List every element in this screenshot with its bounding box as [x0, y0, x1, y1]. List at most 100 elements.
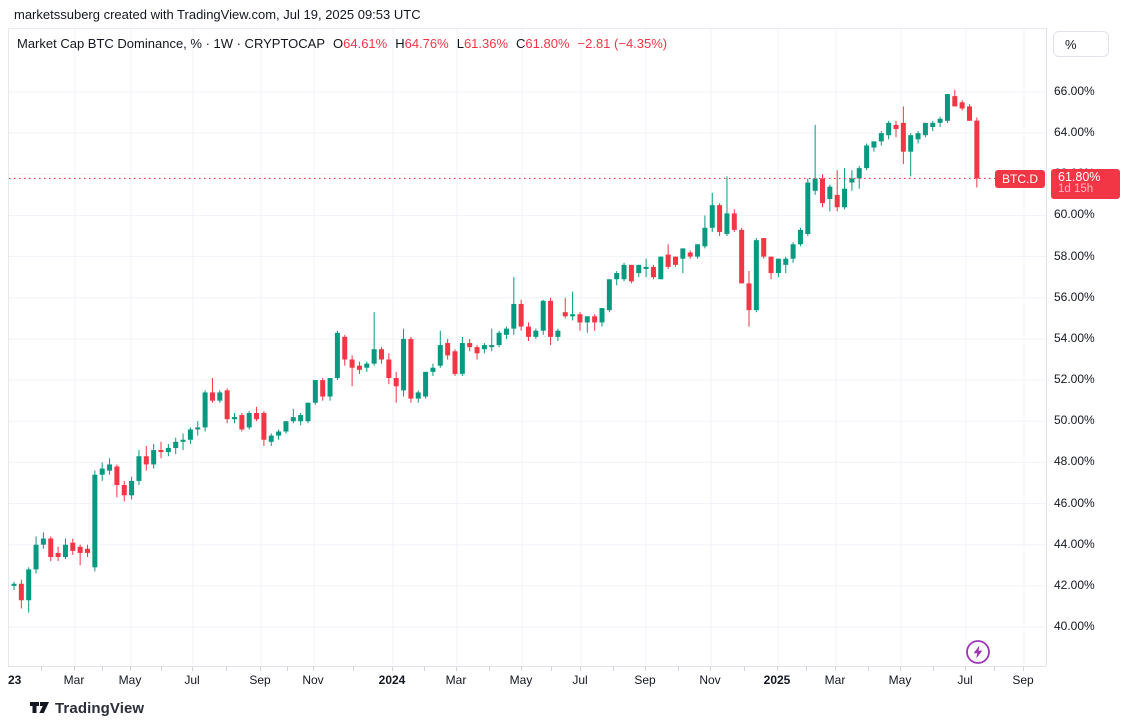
time-axis-label: Sep — [634, 673, 656, 687]
close-label: C — [516, 36, 526, 51]
candle-body — [202, 392, 208, 428]
time-axis-label: Mar — [824, 673, 846, 687]
time-axis-tick — [392, 667, 393, 671]
candle-body — [503, 328, 509, 335]
time-axis-tick — [777, 667, 778, 671]
open-label: O — [333, 36, 344, 51]
candle-body — [878, 133, 884, 142]
candle-body — [856, 168, 862, 179]
time-axis-tick — [456, 667, 457, 671]
candle-body — [614, 273, 620, 280]
chart-pane[interactable]: Market Cap BTC Dominance, % · 1W · CRYPT… — [8, 28, 1047, 667]
candle-body — [334, 332, 340, 379]
candle-body — [922, 122, 928, 136]
time-axis-tick — [580, 667, 581, 671]
candle-body — [180, 439, 186, 442]
candle-body — [812, 178, 818, 191]
price-axis[interactable]: % 66.00%64.00%62.00%60.00%58.00%56.00%54… — [1046, 28, 1123, 666]
candle-body — [849, 178, 855, 183]
candle-body — [768, 256, 774, 274]
time-axis-tick — [488, 667, 490, 671]
candle-body — [276, 431, 282, 436]
candle-body — [680, 248, 686, 259]
time-axis[interactable]: 2023 Mar May Jul Sep Nov 2024 Mar May Jul Sep Nov 20… — [8, 666, 1046, 693]
candle-body — [717, 205, 723, 232]
candle-body — [592, 316, 598, 323]
candle-body — [790, 244, 796, 259]
tradingview-logo-text: TradingView — [55, 700, 145, 717]
time-axis-label: May — [118, 673, 142, 687]
candle-body — [753, 240, 759, 311]
candle-body — [761, 238, 767, 257]
time-axis-label: 2024 — [378, 673, 406, 687]
price-axis-label: 46.00% — [1054, 495, 1095, 510]
time-axis-tick — [74, 667, 75, 671]
candle-body — [577, 314, 583, 323]
time-axis-tick — [521, 667, 522, 671]
price-axis-label: 52.00% — [1054, 372, 1095, 387]
candle-body — [107, 464, 113, 471]
symbol-price-badge[interactable]: BTC.D — [995, 170, 1045, 188]
time-axis-label: Mar — [445, 673, 467, 687]
tradingview-logo[interactable]: TradingView — [30, 700, 144, 717]
candle-body — [224, 390, 230, 420]
candle-body — [930, 122, 936, 127]
time-axis-tick — [645, 667, 646, 671]
candle-body — [401, 338, 407, 391]
time-axis-label: Mar — [63, 673, 85, 687]
candle-body — [709, 205, 715, 228]
candle-body — [621, 264, 627, 280]
candle-body — [290, 417, 296, 422]
candle-body — [305, 402, 311, 422]
candle-body — [173, 441, 179, 448]
candle-body — [246, 413, 252, 428]
candle-body — [254, 413, 260, 420]
percent-unit-button[interactable]: % — [1053, 31, 1109, 57]
candle-body — [805, 182, 811, 234]
candle-body — [775, 258, 781, 274]
candle-body — [356, 365, 362, 370]
candle-body — [606, 279, 612, 311]
time-axis-tick — [550, 667, 552, 671]
candle-body — [489, 345, 495, 348]
last-price-value: 61.80% — [1058, 170, 1101, 184]
candle-body — [459, 343, 465, 374]
candle-body — [827, 186, 833, 200]
time-axis-tick — [424, 667, 425, 671]
candle-body — [298, 415, 304, 422]
candle-body — [143, 456, 149, 465]
candle-body — [55, 552, 61, 558]
candle-body — [695, 244, 701, 257]
candle-body — [121, 485, 127, 496]
candle-body — [687, 252, 693, 257]
time-axis-tick — [835, 667, 836, 671]
candle-body — [415, 392, 421, 399]
candle-body — [636, 264, 642, 274]
candle-body — [658, 256, 664, 280]
candle-body — [386, 359, 392, 379]
time-axis-tick — [710, 667, 711, 671]
price-axis-label: 48.00% — [1054, 454, 1095, 469]
candle-body — [555, 330, 561, 337]
candle-body — [746, 283, 752, 311]
candle-body — [364, 363, 370, 368]
last-price-label[interactable]: 61.80% 1d 15h — [1051, 169, 1120, 199]
price-axis-label: 40.00% — [1054, 619, 1095, 633]
time-axis-tick — [226, 667, 227, 671]
candle-body — [77, 546, 83, 553]
time-axis-label: Sep — [249, 673, 271, 687]
candle-body — [70, 542, 76, 551]
candle-body — [445, 343, 451, 356]
candle-body — [820, 178, 825, 204]
candle-body — [18, 583, 24, 601]
candle-body — [886, 122, 892, 136]
candlestick-chart — [9, 29, 1047, 667]
time-axis-tick — [1023, 667, 1024, 671]
lightning-event-icon[interactable] — [965, 639, 991, 665]
candle-body — [562, 312, 568, 317]
change-value: −2.81 (−4.35%) — [577, 36, 668, 51]
candle-body — [62, 544, 68, 558]
chart-legend[interactable]: Market Cap BTC Dominance, % · 1W · CRYPT… — [17, 36, 667, 51]
candle-body — [643, 266, 649, 269]
time-axis-label: 2023 — [8, 673, 22, 687]
